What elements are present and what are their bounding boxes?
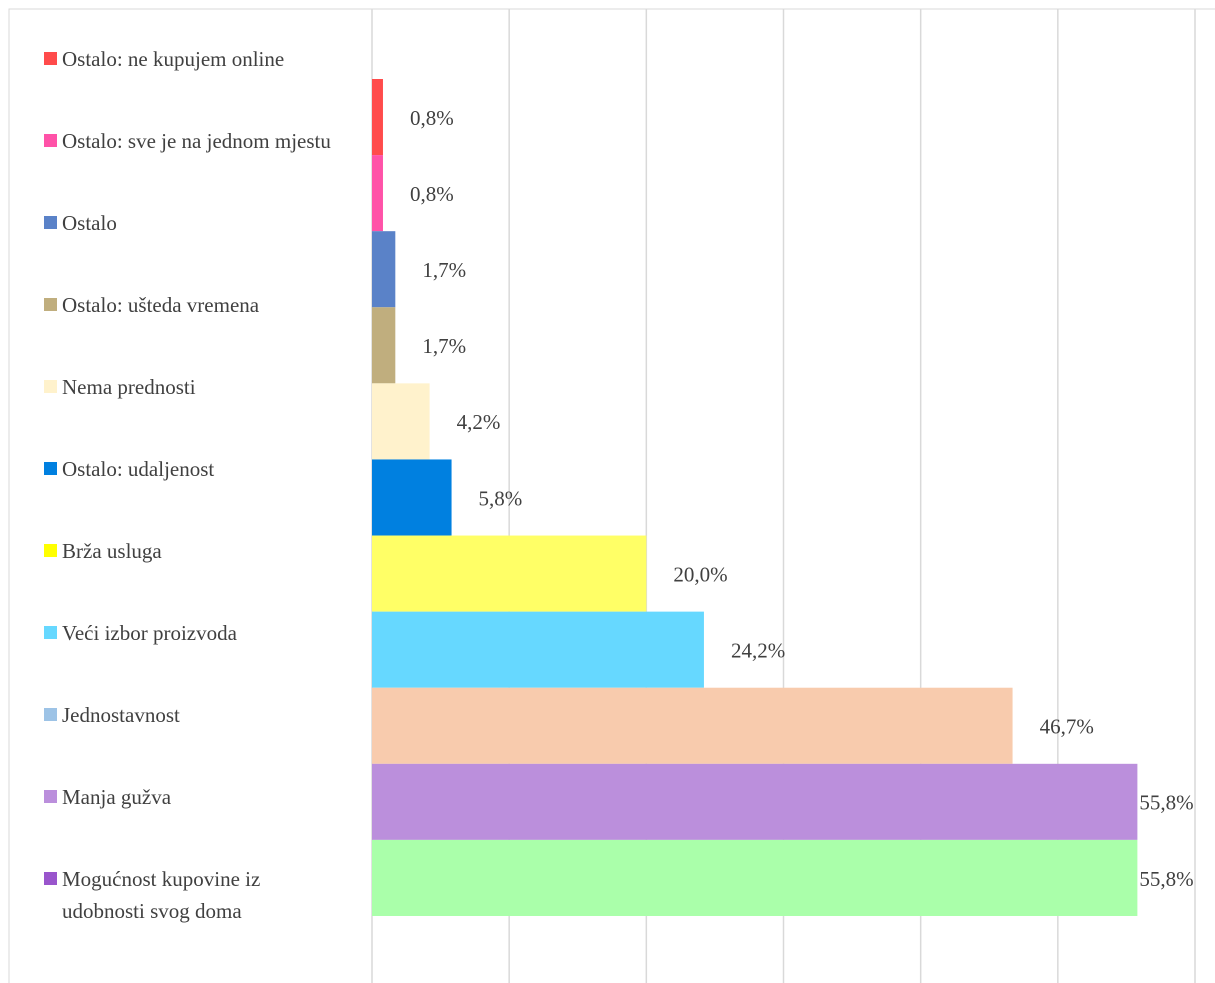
value-label: 55,8% — [1139, 867, 1193, 891]
legend-swatch — [44, 462, 57, 475]
legend-label: Jednostavnost — [62, 703, 180, 727]
legend-item: Brža usluga — [44, 535, 344, 567]
value-label: 4,2% — [457, 410, 501, 434]
legend-label: Nema prednosti — [62, 375, 196, 399]
value-label: 20,0% — [673, 562, 727, 586]
legend-swatch — [44, 544, 57, 557]
legend-item: Ostalo: udaljenost — [44, 453, 344, 485]
legend-item: Ostalo — [44, 207, 344, 239]
legend-swatch — [44, 52, 57, 65]
bar — [372, 383, 430, 460]
bar — [372, 839, 1138, 916]
bar — [372, 535, 647, 612]
legend-swatch — [44, 790, 57, 803]
legend-label: Ostalo: ušteda vremena — [62, 293, 260, 317]
bar — [372, 459, 452, 536]
value-label: 0,8% — [410, 182, 454, 206]
bar — [372, 307, 396, 384]
value-label: 0,8% — [410, 106, 454, 130]
bar — [372, 231, 396, 308]
legend-label: Manja gužva — [62, 785, 172, 809]
bar — [372, 763, 1138, 840]
legend-item: Ostalo: ne kupujem online — [44, 43, 344, 75]
value-label: 1,7% — [422, 258, 466, 282]
legend-item: Veći izbor proizvoda — [44, 617, 344, 649]
value-label: 55,8% — [1139, 791, 1193, 815]
legend-label: Ostalo: sve je na jednom mjestu — [62, 129, 331, 153]
legend-label: Ostalo: ne kupujem online — [62, 47, 285, 71]
legend-swatch — [44, 872, 57, 885]
legend-item: Ostalo: sve je na jednom mjestu — [44, 125, 344, 157]
value-label: 24,2% — [731, 638, 785, 662]
bar — [372, 687, 1013, 764]
legend-swatch — [44, 216, 57, 229]
bar — [372, 155, 383, 232]
frame — [8, 8, 1215, 983]
value-label: 5,8% — [479, 486, 523, 510]
legend-label: Brža usluga — [62, 539, 162, 563]
legend-item: Ostalo: ušteda vremena — [44, 289, 344, 321]
legend-swatch — [44, 708, 57, 721]
legend-item: Nema prednosti — [44, 371, 344, 403]
legend-swatch — [44, 298, 57, 311]
legend-label: Mogućnost kupovine iz udobnosti svog dom… — [62, 867, 261, 923]
legend-label: Ostalo — [62, 211, 117, 235]
legend-item: Jednostavnost — [44, 699, 344, 731]
legend-swatch — [44, 134, 57, 147]
legend-label: Ostalo: udaljenost — [62, 457, 215, 481]
legend-item: Manja gužva — [44, 781, 344, 813]
bar — [372, 611, 704, 688]
value-label: 1,7% — [422, 334, 466, 358]
value-label: 46,7% — [1040, 715, 1094, 739]
legend-item: Mogućnost kupovine iz udobnosti svog dom… — [44, 863, 344, 927]
bar — [372, 79, 383, 156]
legend-swatch — [44, 380, 57, 393]
legend-swatch — [44, 626, 57, 639]
legend-label: Veći izbor proizvoda — [62, 621, 237, 645]
